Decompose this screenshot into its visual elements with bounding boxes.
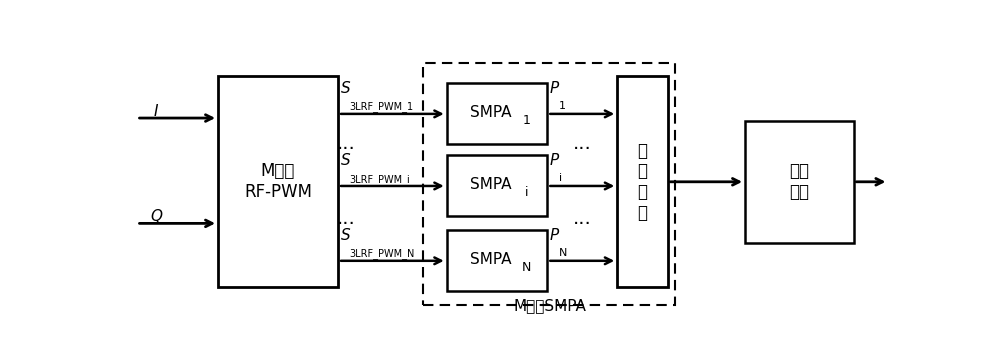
Text: P: P: [550, 153, 559, 168]
Text: S: S: [340, 153, 350, 168]
Text: S: S: [340, 228, 350, 243]
Bar: [745, 121, 854, 243]
Text: N: N: [559, 248, 567, 258]
Text: 1: 1: [559, 101, 566, 111]
Text: M电平SMPA: M电平SMPA: [513, 298, 586, 314]
Text: 3LRF_PWM_1: 3LRF_PWM_1: [350, 102, 414, 112]
Text: SMPA: SMPA: [470, 177, 512, 192]
Bar: [218, 76, 338, 287]
Text: ···: ···: [336, 215, 355, 234]
Text: i: i: [559, 173, 562, 183]
Text: P: P: [550, 81, 559, 96]
Text: Q: Q: [150, 209, 162, 224]
Bar: [447, 84, 547, 144]
Text: SMPA: SMPA: [470, 252, 512, 267]
Bar: [447, 156, 547, 216]
Text: M电平
RF-PWM: M电平 RF-PWM: [244, 162, 312, 201]
Text: I: I: [154, 104, 158, 118]
Text: ···: ···: [573, 140, 592, 159]
Text: 3LRF_PWM_i: 3LRF_PWM_i: [350, 174, 411, 185]
Text: ···: ···: [336, 140, 355, 159]
Text: ···: ···: [573, 215, 592, 234]
Bar: [423, 63, 675, 305]
Text: 功
率
合
成: 功 率 合 成: [637, 141, 647, 222]
Text: 输出
滤波: 输出 滤波: [789, 162, 809, 201]
Text: N: N: [522, 261, 531, 274]
Bar: [447, 230, 547, 291]
Text: P: P: [550, 228, 559, 243]
Text: S: S: [340, 81, 350, 96]
Text: i: i: [525, 186, 528, 199]
Text: SMPA: SMPA: [470, 105, 512, 120]
Text: 3LRF_PWM_N: 3LRF_PWM_N: [350, 248, 415, 260]
Bar: [617, 76, 668, 287]
Text: 1: 1: [523, 114, 530, 127]
